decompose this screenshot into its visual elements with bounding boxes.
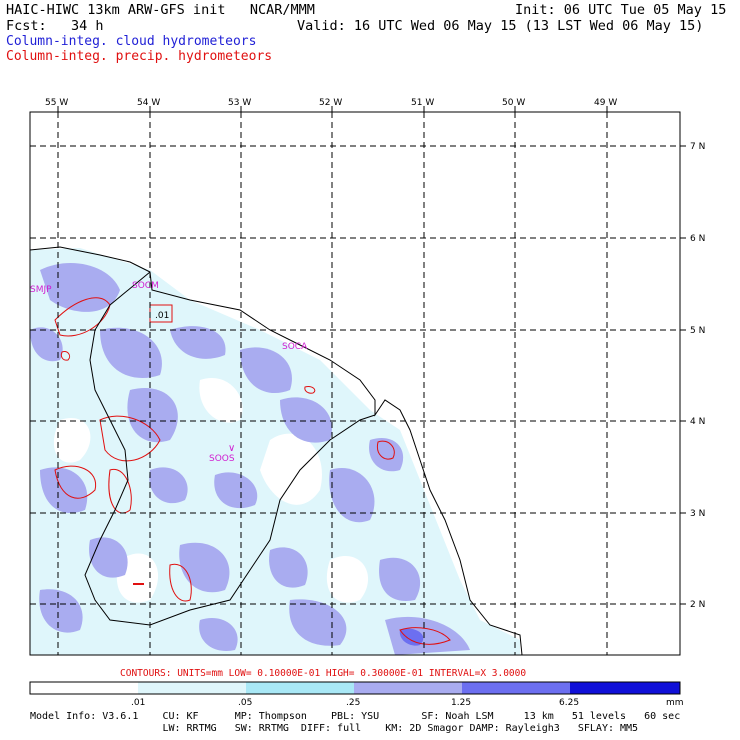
- colorbar-label: .01: [131, 698, 145, 708]
- model-title: HAIC-HIWC 13km ARW-GFS init NCAR/MMM: [6, 2, 315, 18]
- lat-label: 5 N: [690, 326, 705, 336]
- colorbar-label: .25: [346, 698, 360, 708]
- colorbar: [29, 681, 681, 695]
- colorbar-labels: .01 .05 .25 1.25 6.25 mm: [131, 698, 684, 708]
- init-time: Init: 06 UTC Tue 05 May 15: [515, 2, 727, 18]
- lon-label: 55 W: [45, 98, 68, 108]
- colorbar-label: .05: [238, 698, 252, 708]
- lat-label: 4 N: [690, 417, 705, 427]
- colorbar-label: 6.25: [559, 698, 579, 708]
- lat-label: 7 N: [690, 142, 705, 152]
- colorbar-label: mm: [666, 698, 684, 708]
- station-label: SOOS: [209, 454, 235, 464]
- tick-marks: [57, 106, 686, 605]
- field-title-precip: Column-integ. precip. hydrometeors: [6, 49, 273, 64]
- map-frame: [29, 111, 681, 656]
- contours-caption: CONTOURS: UNITS=mm LOW= 0.10000E-01 HIGH…: [120, 668, 526, 679]
- lon-label: 49 W: [594, 98, 617, 108]
- latitude-labels: 7 N 6 N 5 N 4 N 3 N 2 N: [690, 142, 705, 610]
- lat-label: 2 N: [690, 600, 705, 610]
- valid-time: Valid: 16 UTC Wed 06 May 15 (13 LST Wed …: [297, 18, 704, 34]
- lon-label: 54 W: [137, 98, 160, 108]
- lat-label: 3 N: [690, 509, 705, 519]
- longitude-labels: 55 W 54 W 53 W 52 W 51 W 50 W 49 W: [45, 98, 617, 108]
- station-label: SMJP: [30, 285, 52, 295]
- lon-label: 51 W: [411, 98, 434, 108]
- station-marker-icon: ∨: [228, 443, 235, 454]
- colorbar-label: 1.25: [451, 698, 471, 708]
- lon-label: 50 W: [502, 98, 525, 108]
- hydrometeor-fill: [30, 112, 680, 655]
- contour-label: .01: [155, 311, 169, 321]
- field-title-cloud: Column-integ. cloud hydrometeors: [6, 34, 257, 49]
- graticule: [30, 112, 680, 655]
- footer-model-info: Model Info: V3.6.1 CU: KF MP: Thompson P…: [30, 711, 681, 722]
- lon-label: 52 W: [319, 98, 342, 108]
- lon-label: 53 W: [228, 98, 251, 108]
- footer-model-info-2: LW: RRTMG SW: RRTMG DIFF: full KM: 2D Sm…: [30, 723, 639, 734]
- forecast-hour: Fcst: 34 h: [6, 18, 104, 34]
- station-label: SOCA: [282, 342, 308, 352]
- lat-label: 6 N: [690, 234, 705, 244]
- station-label: SOCM: [132, 281, 159, 291]
